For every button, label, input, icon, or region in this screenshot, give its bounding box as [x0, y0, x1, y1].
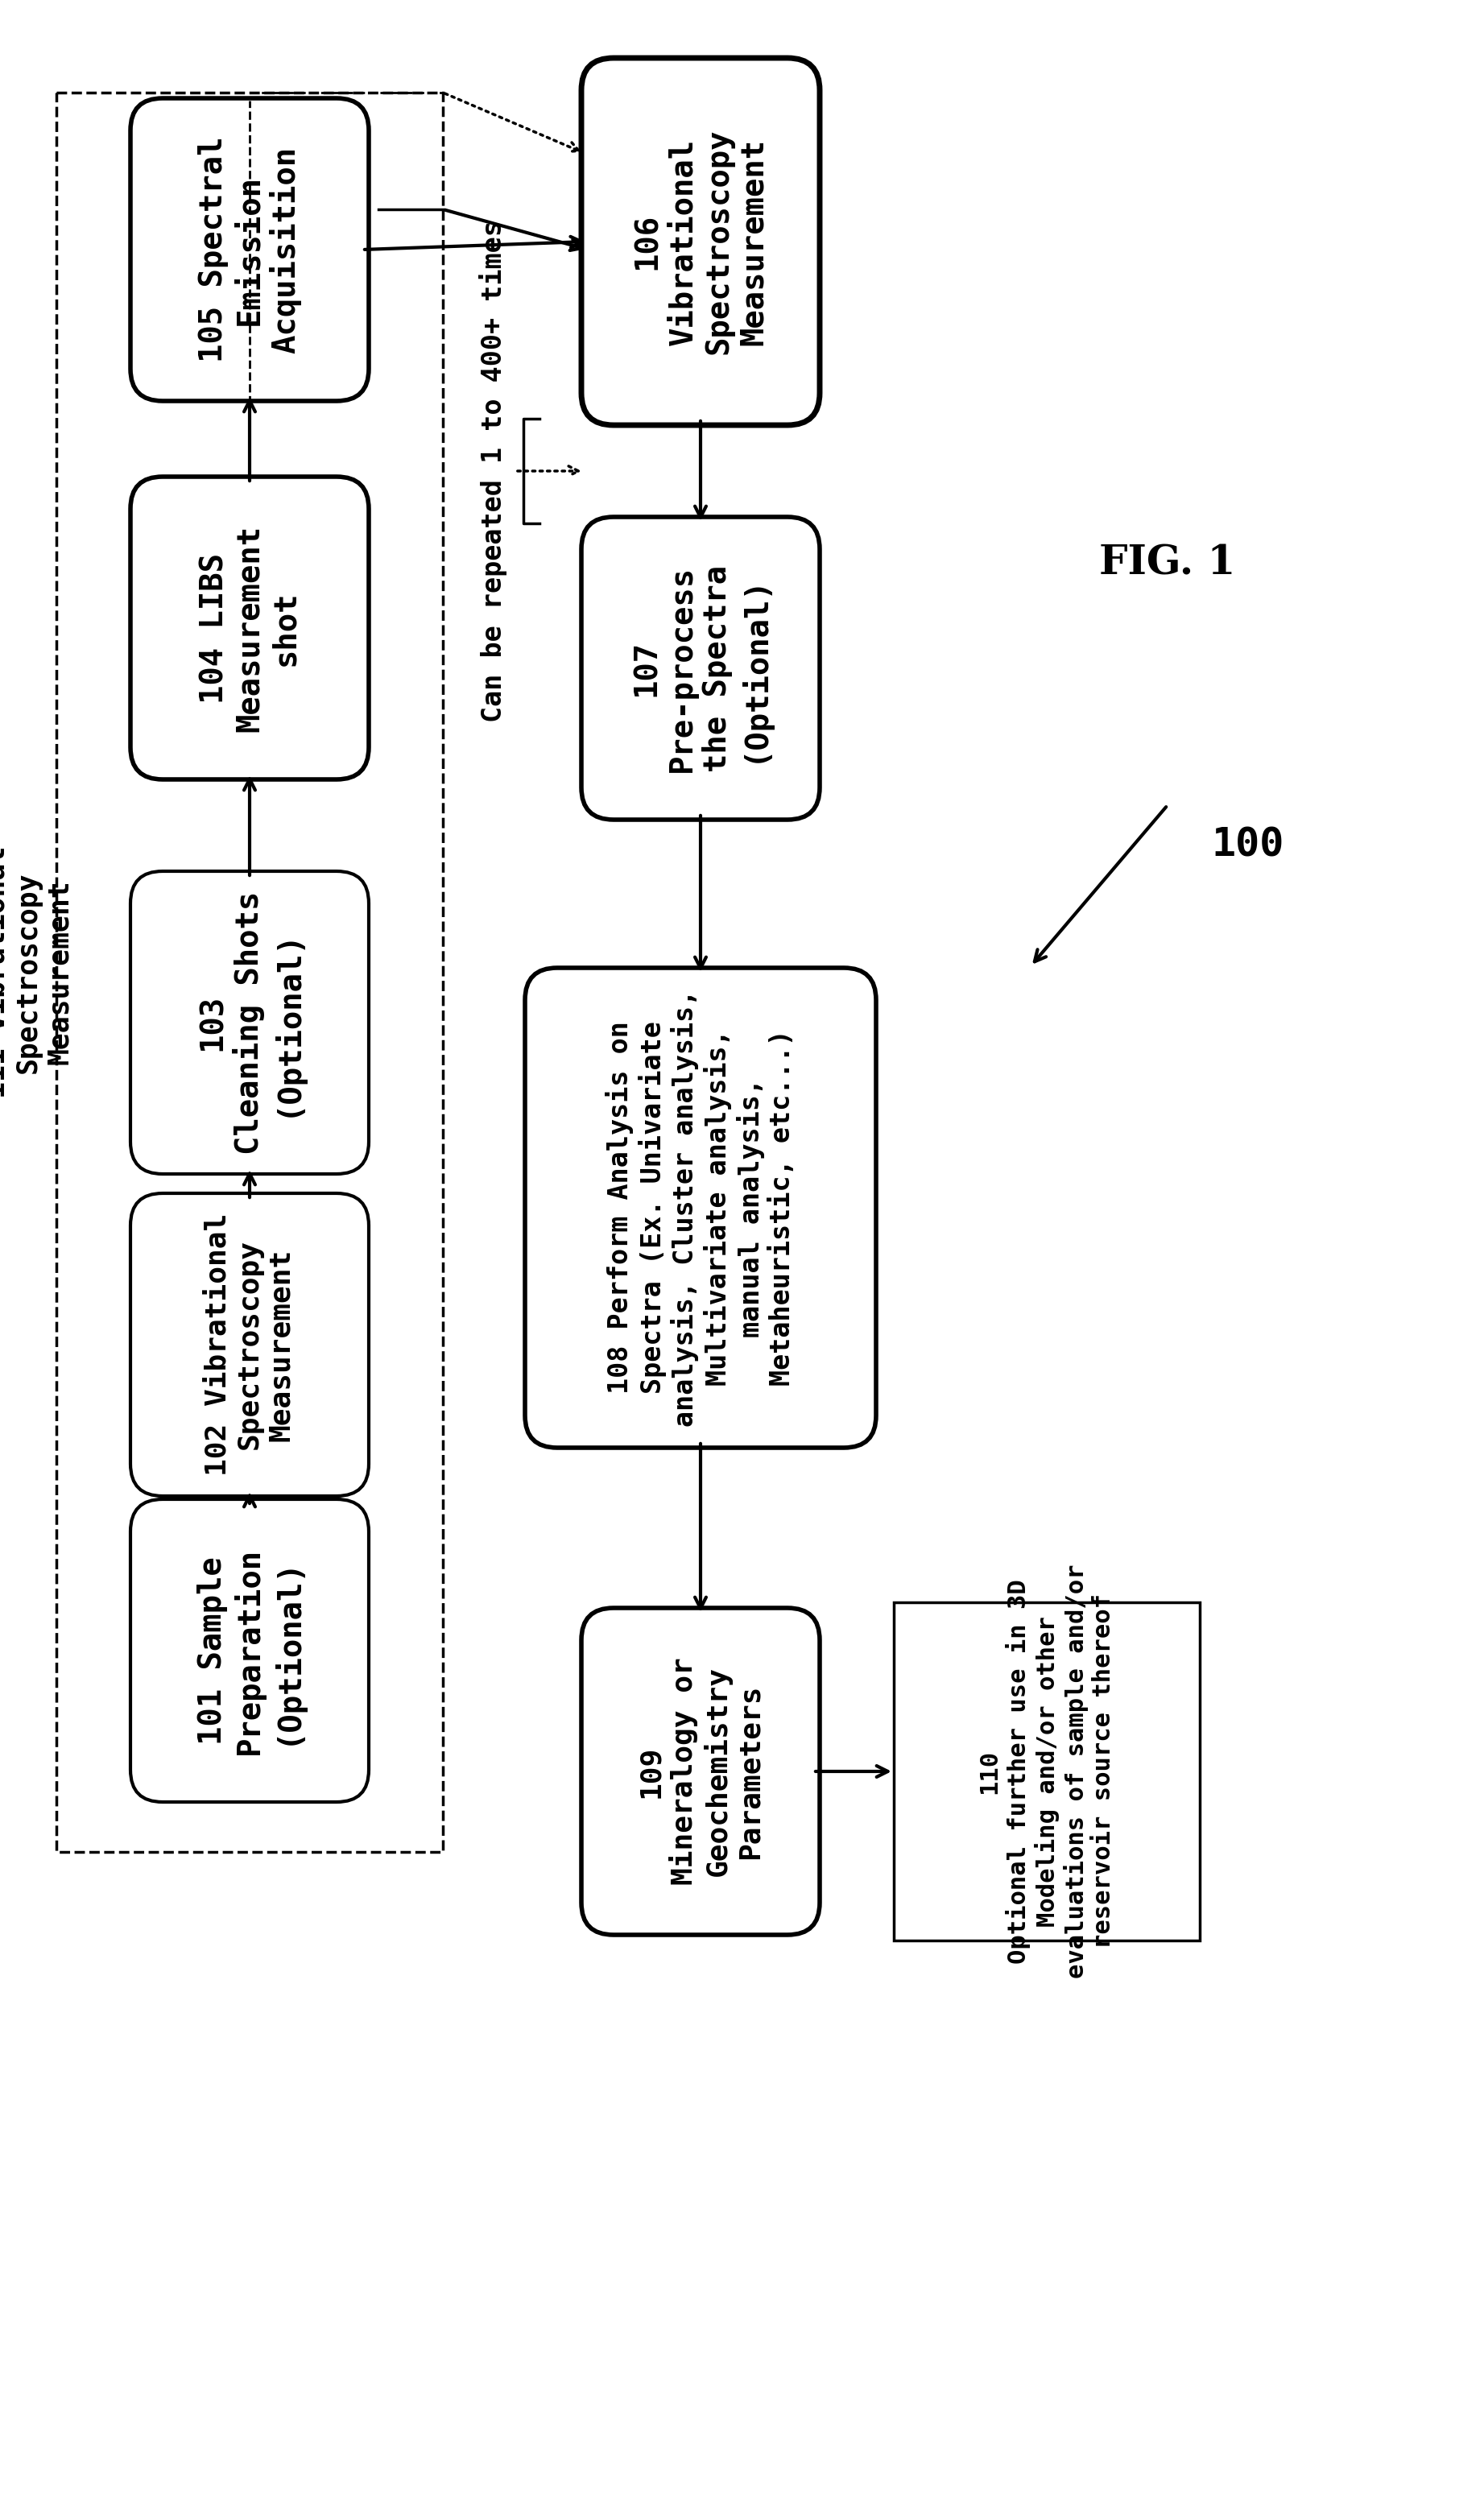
FancyBboxPatch shape [582, 1608, 819, 1936]
Text: 100: 100 [1212, 826, 1285, 866]
Text: 107
Pre-process
the Spectra
(Optional): 107 Pre-process the Spectra (Optional) [631, 564, 770, 773]
Text: 111 Vibrational
Spectroscopy
Measurement: 111 Vibrational Spectroscopy Measurement [0, 846, 74, 1097]
FancyBboxPatch shape [131, 476, 370, 780]
Bar [893, 1603, 1199, 1941]
FancyBboxPatch shape [131, 1193, 370, 1495]
Text: 103
Cleaning Shots
(Optional): 103 Cleaning Shots (Optional) [197, 891, 303, 1155]
Text: 102 Vibrational
Spectroscopy
Measurement: 102 Vibrational Spectroscopy Measurement [205, 1213, 295, 1475]
Text: 104 LIBS
Measurement
shot: 104 LIBS Measurement shot [199, 524, 300, 732]
FancyBboxPatch shape [525, 969, 876, 1447]
FancyBboxPatch shape [582, 58, 819, 425]
Text: Can be repeated 1 to 400+ times: Can be repeated 1 to 400+ times [479, 219, 508, 722]
Text: 109
Mineralogy or
Geochemistry
Parameters: 109 Mineralogy or Geochemistry Parameter… [637, 1659, 764, 1885]
Text: 110
Optional further use in 3D
Modeling and/or other
evaluations of sample and/o: 110 Optional further use in 3D Modeling … [978, 1563, 1116, 1978]
Text: 101 Sample
Preparation
(Optional): 101 Sample Preparation (Optional) [197, 1548, 303, 1754]
Text: 106
Vibrational
Spectroscopy
Measurement: 106 Vibrational Spectroscopy Measurement [632, 128, 769, 355]
Text: FIG. 1: FIG. 1 [1100, 544, 1236, 584]
Text: 105 Spectral
Emission
Acquisition: 105 Spectral Emission Acquisition [197, 136, 301, 362]
Text: 108 Perform Analysis on
Spectra (Ex. Univariate
analysis, Cluster analysis,
Mult: 108 Perform Analysis on Spectra (Ex. Uni… [605, 989, 795, 1427]
FancyBboxPatch shape [582, 516, 819, 821]
FancyBboxPatch shape [131, 98, 370, 400]
FancyBboxPatch shape [131, 871, 370, 1173]
FancyBboxPatch shape [131, 1500, 370, 1802]
